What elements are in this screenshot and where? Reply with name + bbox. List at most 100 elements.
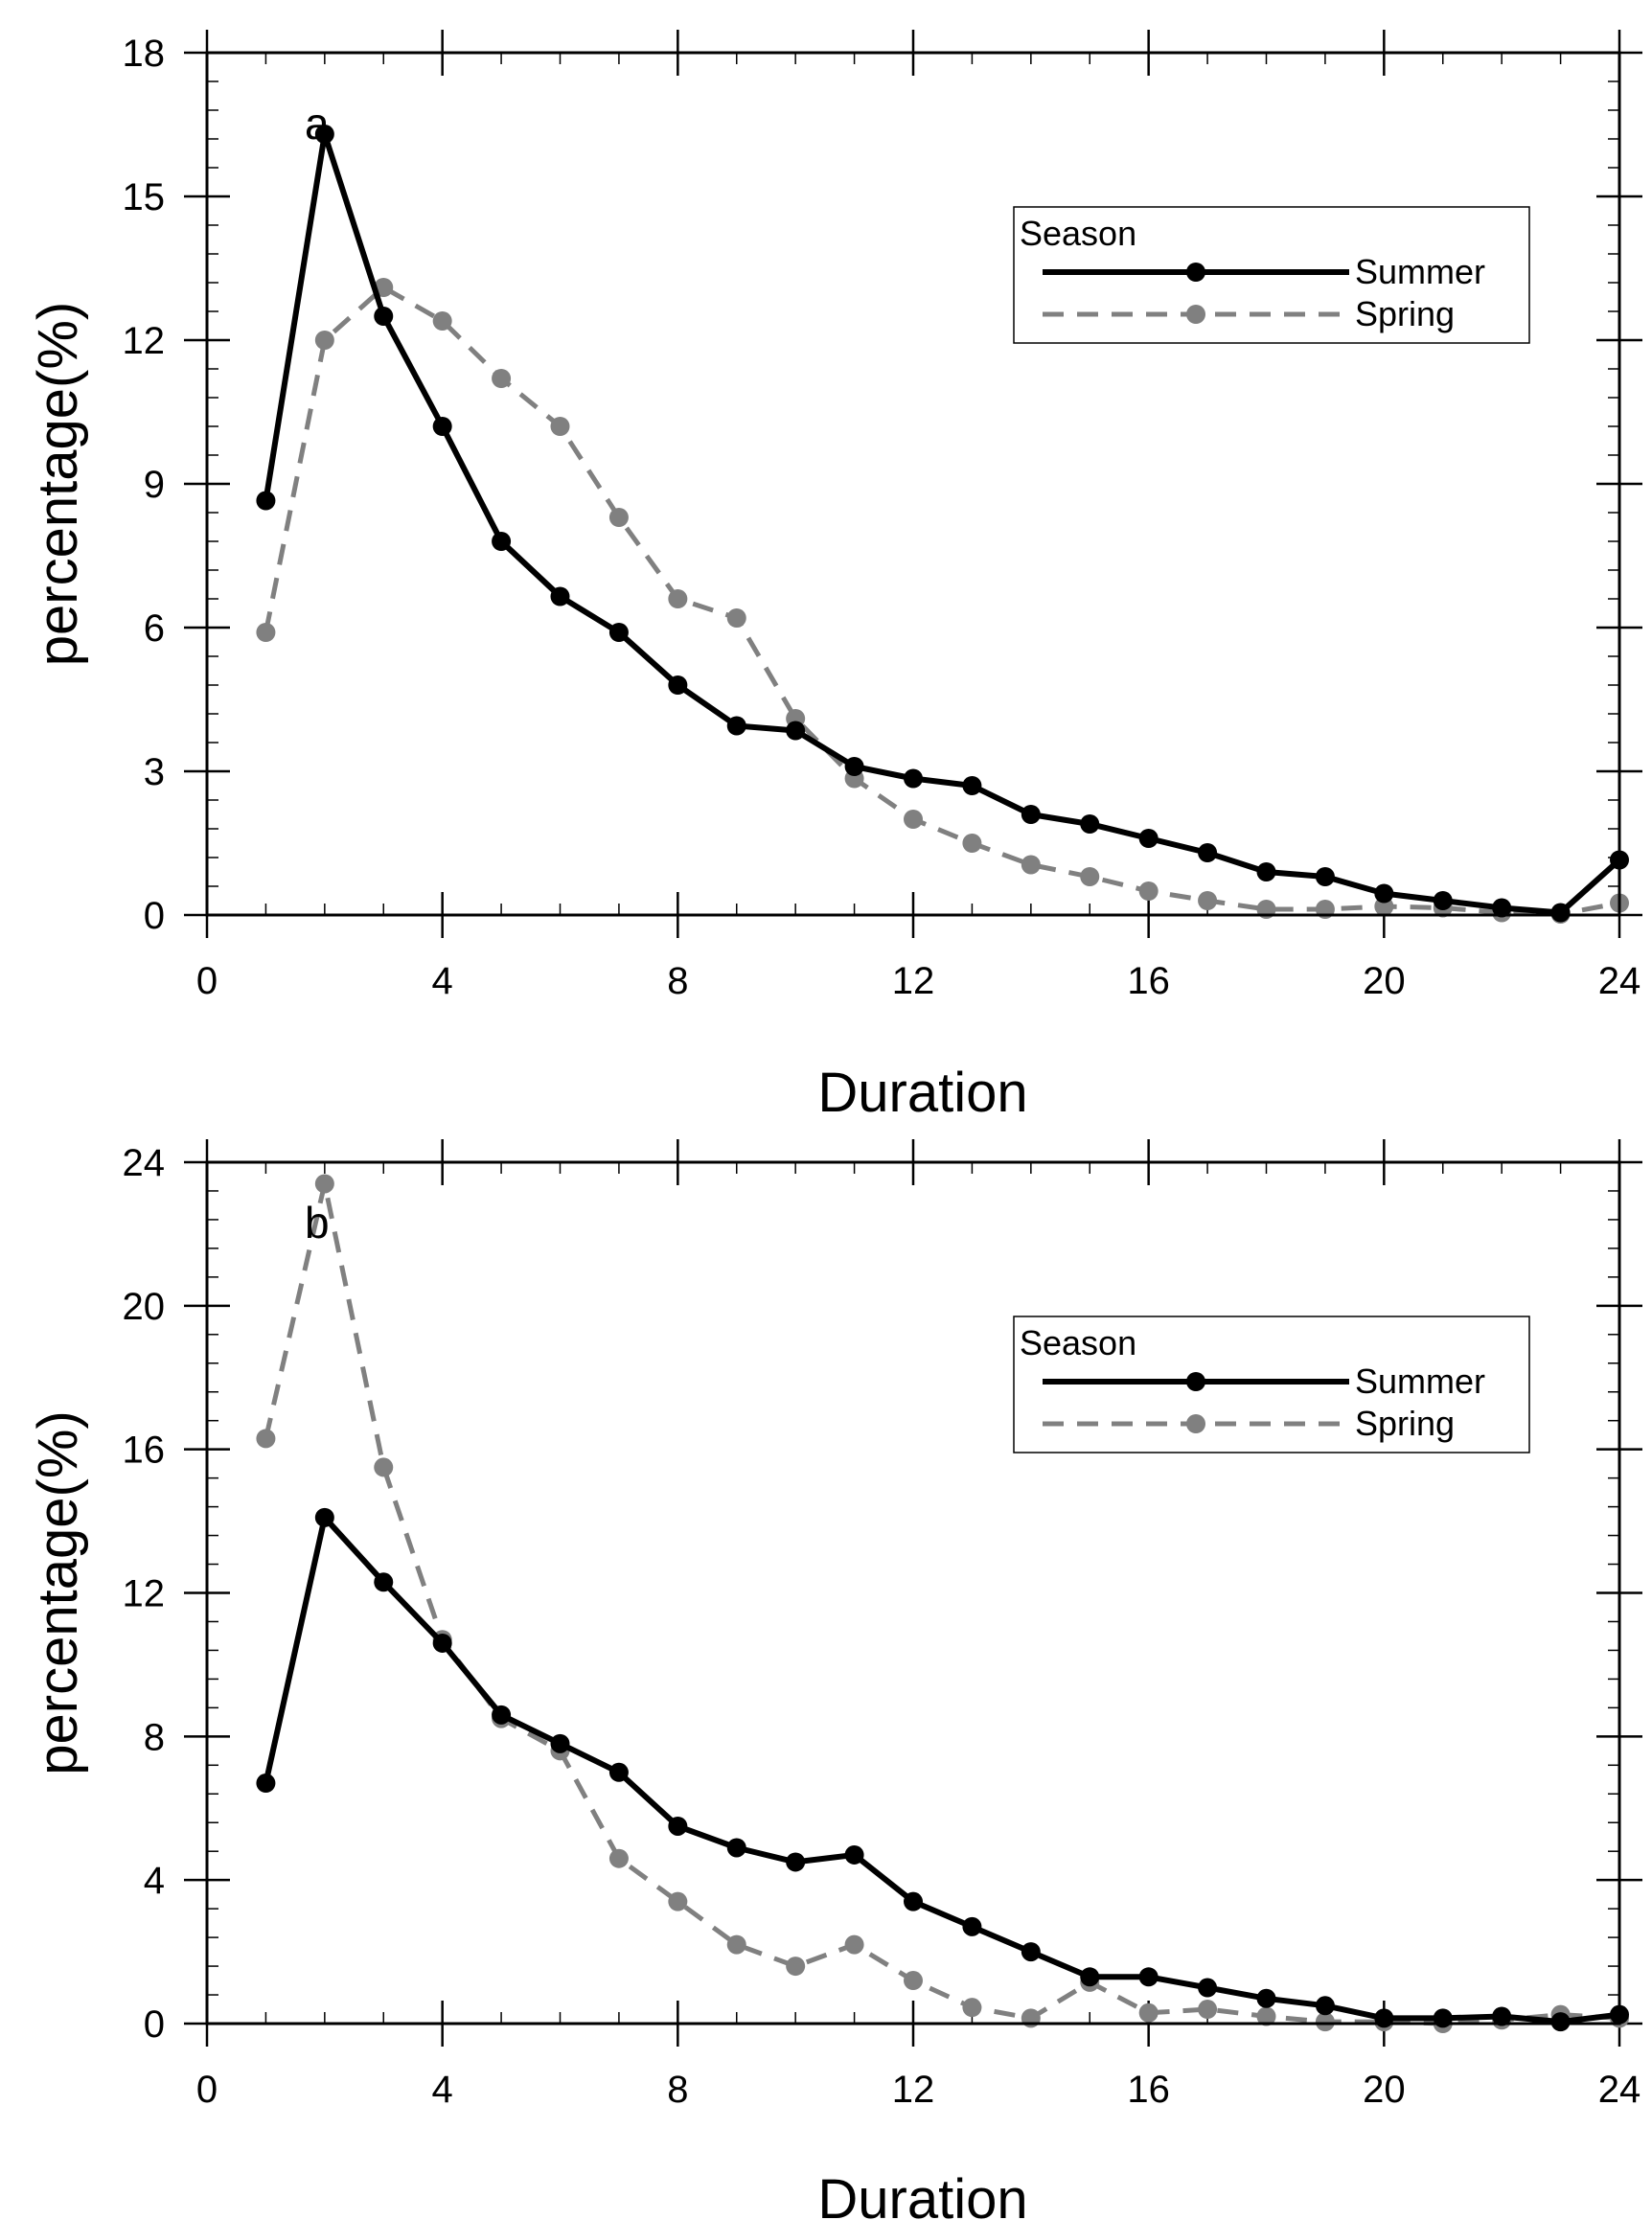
- data-point-spring: [962, 1998, 982, 2018]
- legend-marker-spring: [1186, 305, 1205, 324]
- legend-label-summer: Summer: [1355, 252, 1485, 291]
- data-point-summer: [1138, 829, 1159, 848]
- data-point-spring: [1138, 2003, 1159, 2023]
- legend-marker-summer: [1186, 263, 1205, 282]
- x-tick-label: 12: [892, 960, 935, 1002]
- data-point-summer: [1315, 1996, 1335, 2016]
- data-point-spring: [726, 608, 746, 628]
- legend-label-spring: Spring: [1355, 294, 1455, 333]
- data-point-spring: [374, 1457, 394, 1477]
- x-tick-label: 16: [1127, 960, 1170, 1002]
- data-point-summer: [256, 1774, 276, 1794]
- data-point-summer: [432, 417, 452, 436]
- y-tick-label: 0: [144, 895, 165, 937]
- data-point-summer: [1492, 2006, 1512, 2026]
- y-tick-label: 16: [123, 1430, 166, 1472]
- data-point-spring: [668, 589, 688, 608]
- x-tick-label: 8: [667, 2069, 688, 2111]
- series-line-spring: [263, 1181, 1620, 2026]
- data-point-spring: [608, 508, 629, 527]
- data-point-spring: [904, 1971, 923, 1991]
- data-point-summer: [668, 675, 688, 695]
- series-line-spring: [263, 285, 1620, 917]
- x-tick-label: 16: [1127, 2069, 1170, 2111]
- y-tick-label: 9: [144, 464, 165, 506]
- data-point-summer: [1256, 862, 1276, 881]
- data-point-summer: [1080, 1967, 1100, 1987]
- data-point-summer: [1550, 2012, 1571, 2032]
- data-point-summer: [1198, 1978, 1218, 1998]
- legend-label-summer: Summer: [1355, 1362, 1485, 1401]
- data-point-spring: [256, 1429, 276, 1449]
- data-point-summer: [492, 532, 512, 551]
- x-tick-label: 4: [432, 2069, 453, 2111]
- data-point-summer: [1198, 843, 1218, 862]
- data-point-spring: [726, 1934, 746, 1955]
- chart-panel-a: 0 4 8 12 16 20 24 0 3 6 9 12 15 18 a Duration percen…: [27, 30, 1642, 1124]
- data-point-summer: [786, 721, 806, 741]
- x-tick-label: 24: [1598, 960, 1641, 1002]
- data-point-summer: [1374, 883, 1394, 904]
- x-tick-label: 20: [1363, 960, 1406, 1002]
- y-tick-label: 6: [144, 607, 165, 650]
- x-tick-label: 12: [892, 2069, 935, 2111]
- data-point-spring: [550, 417, 570, 436]
- data-point-summer: [786, 1852, 806, 1872]
- data-point-spring: [1315, 2012, 1335, 2032]
- data-point-summer: [374, 1572, 394, 1592]
- data-point-summer: [844, 757, 864, 776]
- data-point-summer: [492, 1705, 512, 1725]
- legend: Season Summer Spring: [1013, 206, 1530, 344]
- data-point-summer: [550, 586, 570, 606]
- data-point-spring: [432, 311, 452, 331]
- data-point-summer: [844, 1844, 864, 1865]
- data-point-summer: [726, 716, 746, 736]
- y-axis-title: percentage(%): [27, 302, 89, 666]
- series-line-summer: [263, 131, 1622, 916]
- series-line-summer: [263, 1514, 1620, 2025]
- x-tick-label: 24: [1598, 2069, 1641, 2111]
- data-point-summer: [608, 1762, 629, 1782]
- x-tick-label: 0: [196, 960, 218, 1002]
- y-tick-label: 15: [123, 176, 166, 218]
- data-point-summer: [726, 1838, 746, 1858]
- data-point-summer: [668, 1816, 688, 1836]
- data-point-summer: [962, 1916, 982, 1936]
- data-point-spring: [608, 1848, 629, 1868]
- y-tick-label: 8: [144, 1716, 165, 1758]
- data-point-summer: [374, 307, 394, 326]
- y-axis-title: percentage(%): [27, 1410, 89, 1774]
- y-tick-label: 3: [144, 751, 165, 793]
- data-point-spring: [314, 331, 334, 350]
- data-point-summer: [904, 1891, 923, 1911]
- panel-label: a: [305, 99, 330, 149]
- y-tick-label: 12: [123, 1573, 166, 1615]
- data-point-spring: [256, 623, 276, 642]
- data-point-spring: [1021, 855, 1041, 875]
- y-tick-label: 4: [144, 1860, 165, 1902]
- legend-title: Season: [1020, 1323, 1136, 1362]
- legend-title: Season: [1020, 214, 1136, 253]
- legend-marker-spring: [1186, 1414, 1205, 1433]
- data-point-spring: [786, 1957, 806, 1977]
- x-tick-label: 20: [1363, 2069, 1406, 2111]
- x-axis-title: Duration: [817, 1062, 1027, 1124]
- data-point-summer: [1021, 1942, 1041, 1962]
- data-point-summer: [1138, 1967, 1159, 1987]
- x-tick-label: 0: [196, 2069, 218, 2111]
- data-point-summer: [1256, 1988, 1276, 2008]
- data-point-summer: [1550, 903, 1571, 923]
- data-point-spring: [1256, 2006, 1276, 2026]
- data-point-spring: [1198, 891, 1218, 910]
- data-point-spring: [492, 369, 512, 388]
- data-point-summer: [1492, 898, 1512, 918]
- data-point-spring: [668, 1891, 688, 1911]
- chart-panel-b: 0 4 8 12 16 20 24 0 4 8 12 16 20 24 b Duration perce…: [27, 1139, 1642, 2220]
- legend-label-spring: Spring: [1355, 1404, 1455, 1443]
- panel-label: b: [305, 1198, 330, 1247]
- data-point-spring: [1138, 881, 1159, 901]
- data-point-summer: [314, 125, 334, 144]
- data-point-spring: [314, 1174, 334, 1194]
- x-tick-label: 4: [432, 960, 453, 1002]
